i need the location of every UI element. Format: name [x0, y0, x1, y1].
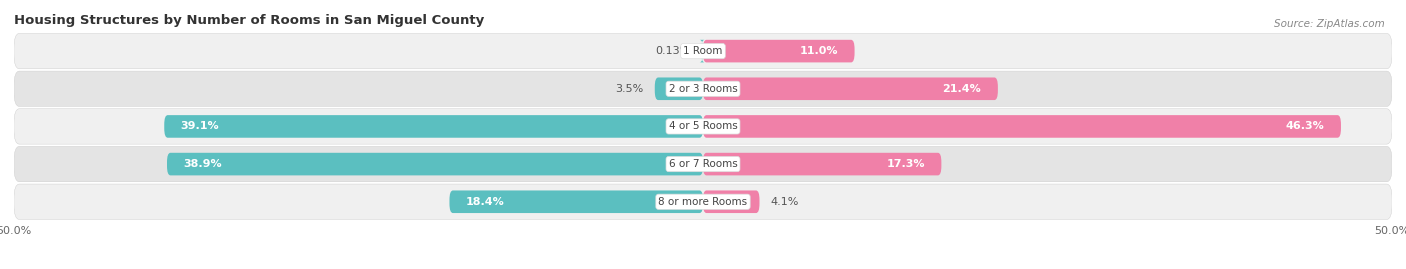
Legend: Owner-occupied, Renter-occupied: Owner-occupied, Renter-occupied [581, 267, 825, 269]
FancyBboxPatch shape [700, 40, 704, 62]
Text: 17.3%: 17.3% [886, 159, 925, 169]
Text: 38.9%: 38.9% [184, 159, 222, 169]
Text: Source: ZipAtlas.com: Source: ZipAtlas.com [1274, 19, 1385, 29]
FancyBboxPatch shape [14, 71, 1392, 107]
Text: 0.13%: 0.13% [655, 46, 690, 56]
FancyBboxPatch shape [703, 40, 855, 62]
FancyBboxPatch shape [703, 77, 998, 100]
Text: 6 or 7 Rooms: 6 or 7 Rooms [669, 159, 737, 169]
FancyBboxPatch shape [14, 109, 1392, 144]
FancyBboxPatch shape [703, 115, 1341, 138]
FancyBboxPatch shape [655, 77, 703, 100]
Text: 3.5%: 3.5% [616, 84, 644, 94]
Text: 1 Room: 1 Room [683, 46, 723, 56]
FancyBboxPatch shape [14, 33, 1392, 69]
FancyBboxPatch shape [703, 190, 759, 213]
FancyBboxPatch shape [165, 115, 703, 138]
FancyBboxPatch shape [703, 153, 942, 175]
Text: 46.3%: 46.3% [1285, 121, 1324, 132]
Text: 21.4%: 21.4% [942, 84, 981, 94]
FancyBboxPatch shape [14, 184, 1392, 220]
FancyBboxPatch shape [14, 146, 1392, 182]
Text: 8 or more Rooms: 8 or more Rooms [658, 197, 748, 207]
Text: 2 or 3 Rooms: 2 or 3 Rooms [669, 84, 737, 94]
Text: 18.4%: 18.4% [465, 197, 505, 207]
FancyBboxPatch shape [167, 153, 703, 175]
Text: 11.0%: 11.0% [800, 46, 838, 56]
Text: 4 or 5 Rooms: 4 or 5 Rooms [669, 121, 737, 132]
Text: 4.1%: 4.1% [770, 197, 799, 207]
FancyBboxPatch shape [450, 190, 703, 213]
Text: Housing Structures by Number of Rooms in San Miguel County: Housing Structures by Number of Rooms in… [14, 14, 484, 27]
Text: 39.1%: 39.1% [181, 121, 219, 132]
